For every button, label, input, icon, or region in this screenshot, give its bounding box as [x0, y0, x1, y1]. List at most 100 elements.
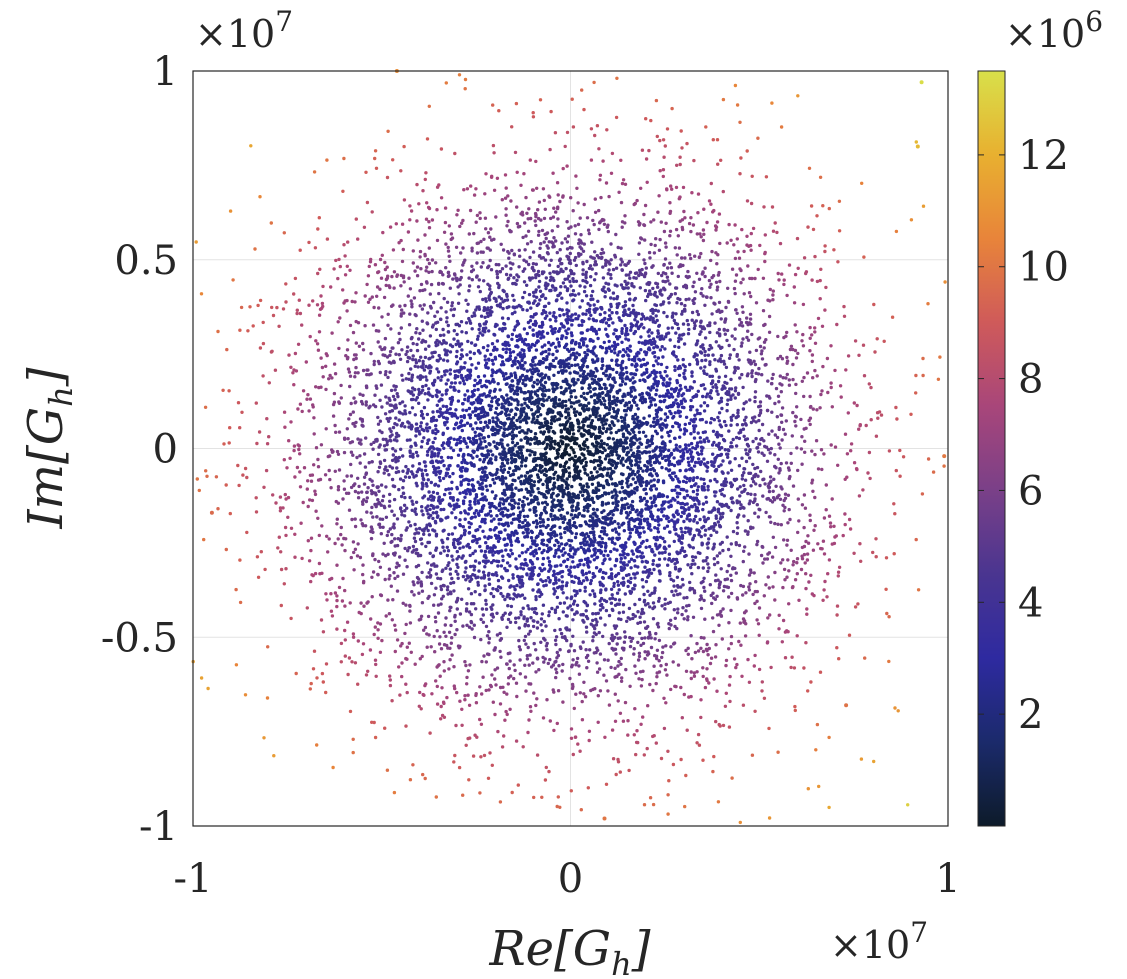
scatter-point	[704, 358, 708, 362]
scatter-point	[588, 283, 593, 288]
scatter-point	[265, 417, 269, 421]
scatter-point	[308, 334, 312, 339]
scatter-point	[688, 467, 692, 472]
scatter-point	[224, 483, 228, 487]
scatter-point	[254, 401, 258, 405]
scatter-point	[584, 648, 588, 652]
scatter-point	[444, 310, 448, 314]
scatter-point	[681, 185, 686, 190]
scatter-point	[481, 506, 485, 510]
scatter-point	[770, 429, 774, 433]
scatter-point	[634, 510, 638, 514]
scatter-point	[703, 430, 707, 434]
scatter-point	[866, 471, 870, 475]
scatter-point	[563, 551, 567, 555]
scatter-point	[542, 216, 547, 221]
scatter-point	[448, 259, 452, 263]
scatter-point	[682, 596, 686, 600]
scatter-point	[867, 382, 871, 386]
scatter-point	[675, 592, 680, 597]
scatter-point	[224, 547, 228, 552]
scatter-point	[510, 248, 514, 253]
scatter-point	[460, 348, 464, 352]
scatter-point	[334, 258, 338, 263]
scatter-point	[636, 640, 640, 645]
scatter-point	[598, 312, 602, 317]
scatter-point	[394, 416, 398, 420]
scatter-point	[410, 305, 414, 309]
scatter-point	[262, 485, 266, 489]
scatter-point	[377, 559, 381, 564]
scatter-point	[663, 447, 667, 451]
scatter-point	[429, 581, 434, 586]
scatter-point	[641, 715, 645, 719]
scatter-point	[583, 285, 587, 289]
scatter-point	[469, 184, 473, 188]
scatter-point	[792, 559, 796, 564]
scatter-point	[415, 327, 419, 331]
scatter-point	[592, 222, 596, 227]
scatter-point	[409, 299, 413, 303]
scatter-point	[413, 387, 417, 392]
scatter-point	[426, 512, 430, 516]
scatter-point	[377, 522, 382, 526]
scatter-point	[490, 619, 494, 623]
scatter-point	[449, 308, 453, 312]
scatter-point	[735, 662, 739, 667]
scatter-point	[802, 666, 806, 670]
scatter-point	[693, 555, 698, 559]
scatter-point	[234, 663, 239, 667]
scatter-point	[492, 481, 497, 485]
scatter-point	[454, 422, 458, 427]
scatter-point	[864, 423, 868, 428]
scatter-point	[732, 243, 736, 247]
scatter-point	[647, 250, 652, 255]
scatter-point	[395, 589, 400, 593]
scatter-point	[637, 430, 642, 434]
scatter-point	[636, 658, 641, 662]
scatter-point	[771, 298, 775, 302]
scatter-point	[543, 296, 548, 301]
scatter-point	[664, 221, 668, 225]
scatter-point	[729, 468, 734, 472]
scatter-point	[603, 290, 608, 294]
scatter-point	[398, 337, 402, 342]
scatter-point	[810, 353, 815, 357]
scatter-point	[535, 521, 539, 526]
scatter-point	[425, 429, 430, 433]
scatter-point	[377, 465, 382, 469]
scatter-point	[409, 650, 413, 654]
scatter-point	[619, 662, 623, 666]
scatter-point	[505, 393, 509, 397]
scatter-point	[445, 695, 449, 700]
scatter-point	[313, 571, 318, 576]
scatter-point	[869, 385, 873, 390]
scatter-point	[350, 660, 354, 664]
scatter-point	[464, 566, 468, 570]
scatter-point	[309, 479, 314, 483]
scatter-point	[723, 448, 727, 452]
scatter-point	[677, 345, 681, 349]
scatter-point	[461, 218, 465, 223]
scatter-point	[488, 407, 493, 412]
scatter-point	[475, 337, 480, 341]
scatter-point	[661, 300, 666, 304]
scatter-point	[724, 423, 728, 428]
scatter-point	[765, 459, 770, 463]
scatter-point	[345, 309, 349, 313]
scatter-point	[251, 324, 255, 328]
scatter-point	[649, 242, 653, 247]
scatter-point	[629, 483, 633, 487]
scatter-point	[445, 426, 450, 430]
scatter-point	[392, 790, 397, 795]
scatter-point	[392, 522, 396, 526]
scatter-point	[495, 666, 500, 670]
scatter-point	[538, 298, 542, 302]
scatter-point	[479, 549, 484, 553]
scatter-point	[638, 378, 642, 383]
scatter-point	[719, 396, 724, 400]
scatter-point	[559, 385, 563, 390]
scatter-point	[565, 311, 569, 316]
scatter-point	[467, 289, 471, 293]
scatter-point	[376, 498, 380, 502]
